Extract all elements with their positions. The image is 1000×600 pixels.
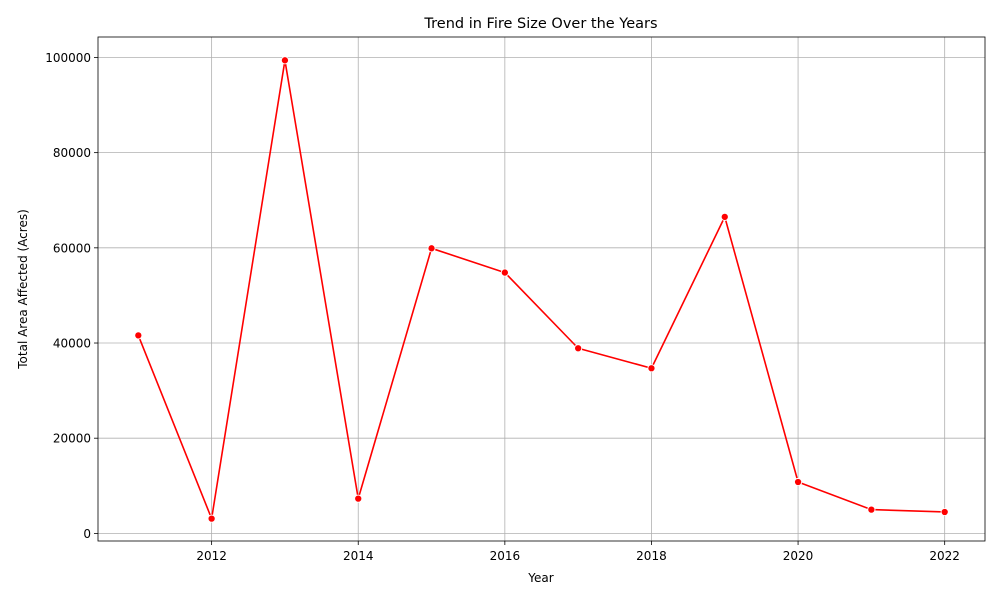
chart-title: Trend in Fire Size Over the Years — [423, 16, 657, 32]
x-tick-label: 2014 — [343, 549, 374, 563]
x-axis-label: Year — [527, 571, 553, 585]
x-axis-ticks: 2012 2014 2016 2018 2020 2022 — [196, 541, 960, 563]
data-point — [134, 331, 143, 340]
x-tick-label: 2022 — [929, 549, 960, 563]
series-group — [134, 56, 949, 523]
axes-frame — [97, 36, 986, 542]
y-tick-label: 100000 — [45, 51, 91, 65]
x-tick-label: 2020 — [783, 549, 814, 563]
data-point — [647, 364, 656, 373]
data-point — [940, 507, 949, 517]
x-tick-label: 2012 — [196, 549, 227, 563]
data-point — [354, 494, 363, 503]
series-line — [137, 59, 945, 520]
y-tick-label: 20000 — [53, 432, 91, 446]
y-tick-label: 60000 — [53, 241, 91, 255]
data-point — [867, 505, 876, 514]
y-tick-label: 40000 — [53, 337, 91, 351]
x-tick-label: 2016 — [490, 549, 521, 563]
data-point — [207, 514, 216, 523]
data-point — [794, 477, 803, 487]
y-tick-label: 80000 — [53, 146, 91, 160]
data-point — [427, 244, 436, 253]
y-axis-label: Total Area Affected (Acres) — [16, 209, 30, 370]
data-point — [720, 212, 729, 221]
x-tick-label: 2018 — [636, 549, 667, 563]
data-point — [500, 268, 509, 277]
y-axis-ticks: 0 20000 40000 60000 80000 100000 — [45, 51, 98, 541]
y-tick-label: 0 — [83, 527, 91, 541]
data-point — [574, 344, 583, 353]
grid-lines — [98, 37, 985, 541]
data-point — [280, 56, 289, 65]
